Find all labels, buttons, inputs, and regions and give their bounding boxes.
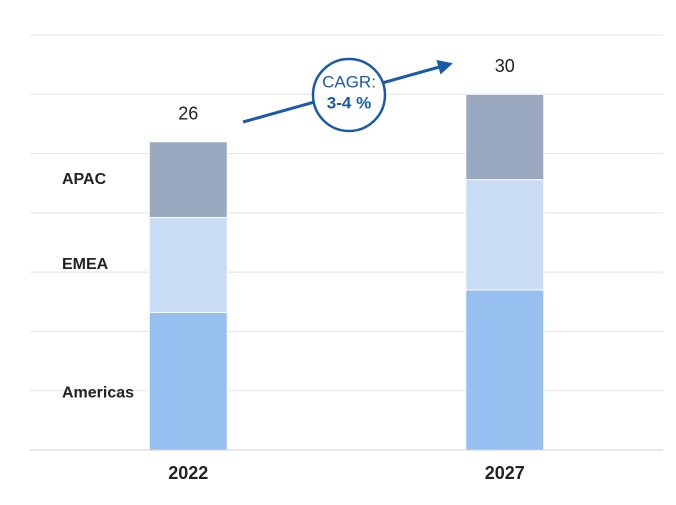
- total-label: 26: [178, 103, 198, 123]
- bar-segment: [148, 141, 228, 219]
- cagr-value: 3-4 %: [327, 93, 371, 112]
- series-label: APAC: [62, 171, 107, 188]
- bar-segment: [465, 93, 545, 181]
- series-label: EMEA: [62, 256, 109, 273]
- bar-segment: [148, 311, 228, 451]
- series-label: Americas: [62, 384, 134, 401]
- x-tick-label: 2022: [168, 463, 208, 483]
- total-label: 30: [495, 56, 515, 76]
- cagr-label: CAGR:: [322, 72, 376, 91]
- bar-segment: [465, 179, 545, 291]
- bar-segment: [465, 289, 545, 451]
- x-tick-label: 2027: [485, 463, 525, 483]
- cagr-circle: [311, 57, 387, 133]
- bar-segment: [148, 217, 228, 313]
